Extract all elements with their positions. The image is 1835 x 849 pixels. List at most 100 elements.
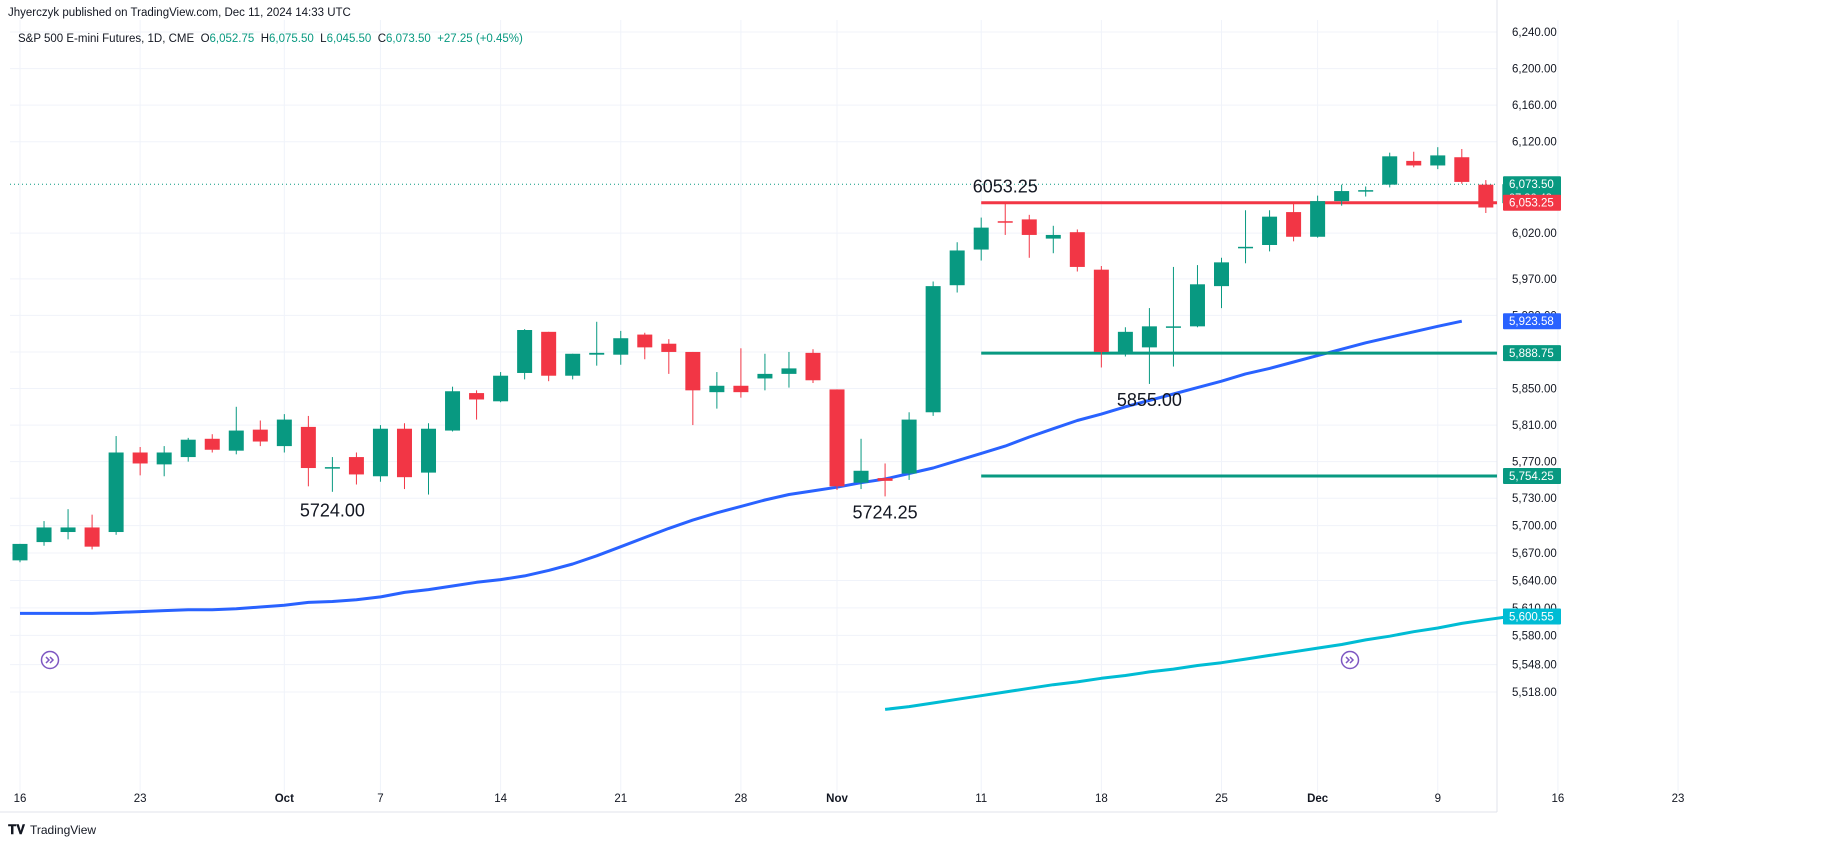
icon-chevrons bbox=[1345, 656, 1355, 664]
candle bbox=[613, 330, 629, 365]
y-axis-tick-label: 6,160.00 bbox=[1512, 100, 1557, 112]
candle-body bbox=[1382, 156, 1398, 185]
x-axis-tick-label: 9 bbox=[1435, 793, 1441, 805]
candle bbox=[829, 389, 845, 490]
candle-body bbox=[421, 428, 437, 473]
candle bbox=[204, 434, 220, 453]
candle bbox=[1286, 202, 1302, 242]
candle-body bbox=[1214, 262, 1229, 287]
candle-body bbox=[372, 428, 388, 477]
x-axis-tick-label: 14 bbox=[494, 793, 507, 805]
change-value: +27.25 (+0.45%) bbox=[437, 33, 523, 45]
candle bbox=[228, 406, 244, 455]
candle bbox=[541, 331, 557, 382]
candle-body bbox=[108, 452, 124, 533]
candle-body bbox=[1406, 160, 1422, 166]
candle-body bbox=[204, 438, 220, 450]
candle-body bbox=[781, 368, 797, 374]
price-axis-label: 6,053.25 bbox=[1503, 194, 1561, 211]
candle-body bbox=[637, 334, 653, 348]
published-text: Jhyerczyk published on TradingView.com, … bbox=[8, 7, 351, 19]
x-axis-tick-label: 28 bbox=[735, 793, 748, 805]
candle bbox=[1238, 210, 1254, 264]
candle bbox=[517, 329, 533, 380]
candle-body bbox=[60, 527, 76, 533]
candle-body bbox=[493, 375, 509, 402]
price-axis-label-text: 6,053.25 bbox=[1509, 198, 1554, 210]
candle-body bbox=[589, 352, 605, 355]
candle-body bbox=[276, 419, 292, 447]
candle bbox=[1093, 266, 1109, 368]
candle bbox=[348, 452, 364, 485]
candle bbox=[1358, 186, 1374, 197]
price-axis-label-bg bbox=[1503, 608, 1561, 625]
price-axis-label: 5,923.58 bbox=[1503, 313, 1561, 330]
y-axis-tick-label: 5,970.00 bbox=[1512, 274, 1557, 286]
candle bbox=[1141, 308, 1157, 384]
price-annotation: 6053.25 bbox=[973, 177, 1038, 197]
candle bbox=[84, 514, 100, 550]
y-axis-tick-label: 6,120.00 bbox=[1512, 137, 1557, 149]
candle-body bbox=[1021, 219, 1037, 235]
x-axis-tick-label: Oct bbox=[275, 793, 294, 805]
candle-body bbox=[36, 527, 52, 543]
candle bbox=[1406, 151, 1422, 168]
candle-body bbox=[132, 452, 148, 464]
candle bbox=[589, 321, 605, 366]
y-axis-tick-label: 6,240.00 bbox=[1512, 27, 1557, 39]
price-annotation: 5855.00 bbox=[1117, 390, 1182, 410]
candle bbox=[1382, 152, 1398, 188]
candle-body bbox=[1117, 331, 1133, 352]
price-axis-label: 5,888.75 bbox=[1503, 345, 1561, 362]
candle bbox=[1214, 257, 1229, 309]
candle bbox=[973, 217, 989, 261]
candle-body bbox=[156, 452, 172, 465]
y-axis-tick-label: 5,548.00 bbox=[1512, 660, 1557, 672]
tradingview-logo-text: TradingView bbox=[30, 823, 97, 837]
candle bbox=[493, 372, 509, 403]
y-axis-tick-label: 5,640.00 bbox=[1512, 575, 1557, 587]
candle-body bbox=[853, 470, 869, 483]
y-axis-tick-label: 5,730.00 bbox=[1512, 493, 1557, 505]
scroll-to-realtime-icon[interactable] bbox=[1340, 650, 1360, 670]
candle-body bbox=[1189, 284, 1205, 327]
candle-body bbox=[541, 331, 557, 376]
x-axis-tick-label: 18 bbox=[1095, 793, 1108, 805]
candle bbox=[781, 351, 797, 388]
candle bbox=[1430, 147, 1446, 170]
candle-body bbox=[12, 543, 28, 561]
price-axis-label-bg bbox=[1503, 194, 1561, 211]
publisher-header: Jhyerczyk published on TradingView.com, … bbox=[8, 7, 351, 19]
candle-body bbox=[1286, 212, 1302, 237]
x-axis-tick-label: 21 bbox=[614, 793, 627, 805]
price-axis-label-bg bbox=[1503, 313, 1561, 330]
candle-body bbox=[805, 352, 821, 381]
candle-body bbox=[324, 467, 340, 469]
candle bbox=[180, 437, 196, 462]
tradingview-footer[interactable]: 𝐓𝐕 TradingView bbox=[8, 822, 96, 838]
candle bbox=[565, 353, 581, 380]
candle bbox=[1310, 195, 1326, 238]
symbol-legend: S&P 500 E-mini Futures, 1D, CME O6,052.7… bbox=[18, 33, 523, 45]
candle bbox=[901, 412, 917, 480]
y-axis-tick-label: 5,518.00 bbox=[1512, 687, 1557, 699]
low-label: L bbox=[320, 33, 327, 45]
price-axis-label: 5,754.25 bbox=[1503, 468, 1561, 485]
candle bbox=[108, 436, 124, 535]
candle-body bbox=[1430, 155, 1446, 166]
price-axis-label-text: 5,600.55 bbox=[1509, 612, 1554, 624]
moving-average-200-line bbox=[884, 615, 1511, 711]
candle-body bbox=[709, 385, 725, 393]
y-axis-tick-label: 5,700.00 bbox=[1512, 521, 1557, 533]
y-axis-tick-label: 6,020.00 bbox=[1512, 228, 1557, 240]
candle-body bbox=[733, 385, 749, 393]
high-value: 6,075.50 bbox=[269, 33, 314, 45]
price-annotation: 5724.25 bbox=[853, 502, 918, 522]
scroll-to-realtime-icon[interactable] bbox=[40, 650, 60, 670]
candle-body bbox=[1454, 157, 1470, 182]
candle-body bbox=[300, 426, 316, 469]
price-axis-label-text: 6,073.50 bbox=[1509, 179, 1554, 191]
candle-body bbox=[469, 393, 485, 400]
candle bbox=[469, 390, 485, 420]
